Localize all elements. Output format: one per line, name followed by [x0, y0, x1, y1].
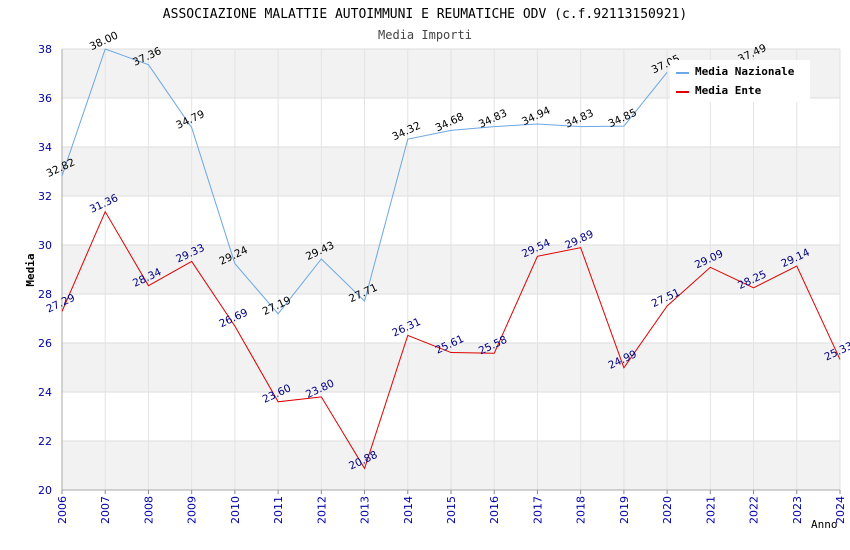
x-tick-label: 2019: [618, 496, 631, 524]
data-label-nazionale: 34.79: [174, 108, 206, 132]
y-tick-label: 20: [38, 484, 52, 497]
gridlines: [61, 48, 841, 491]
y-tick-labels: 20 22 24 26 28 30 32 34 36 38: [38, 43, 52, 497]
x-tick-label: 2007: [99, 496, 112, 524]
y-tick-label: 32: [38, 190, 52, 203]
x-tick-label: 2010: [229, 496, 242, 524]
series-line-nazionale: [61, 48, 668, 315]
y-tick-label: 30: [38, 239, 52, 252]
data-label-nazionale: 34.85: [606, 107, 638, 131]
y-tick-label: 34: [38, 141, 52, 154]
x-axis-label: Anno: [811, 518, 838, 531]
data-label-nazionale: 34.32: [390, 120, 422, 144]
y-tick-label: 38: [38, 43, 52, 56]
legend: Media Nazionale Media Ente: [670, 60, 810, 102]
data-label-nazionale: 34.83: [563, 107, 595, 131]
x-tick-label: 2011: [272, 496, 285, 524]
legend-background: [670, 60, 810, 102]
legend-label-ente: Media Ente: [695, 84, 762, 97]
x-tick-label: 2021: [704, 496, 717, 524]
x-tick-label: 2013: [359, 496, 372, 524]
x-tick-label: 2024: [834, 496, 847, 524]
x-tick-labels: 2006 2007 2008 2009 2010 2011 2012 2013 2014 2015…: [56, 496, 847, 524]
y-tick-label: 22: [38, 435, 52, 448]
series-line-ente: [61, 210, 841, 470]
data-label-ente: 26.31: [390, 316, 422, 340]
chart-title: ASSOCIAZIONE MALATTIE AUTOIMMUNI E REUMA…: [163, 7, 687, 22]
y-tick-label: 26: [38, 337, 52, 350]
chart-subtitle: Media Importi: [378, 28, 472, 42]
axes: [61, 49, 841, 494]
y-tick-label: 36: [38, 92, 52, 105]
x-tick-label: 2012: [315, 496, 328, 524]
legend-label-nazionale: Media Nazionale: [695, 65, 795, 78]
series-lines: [61, 48, 841, 470]
data-label-nazionale: 27.19: [261, 294, 293, 318]
x-tick-label: 2017: [531, 496, 544, 524]
data-label-ente: 26.69: [217, 307, 249, 331]
y-tick-label: 28: [38, 288, 52, 301]
y-tick-label: 24: [38, 386, 52, 399]
y-axis-label: Media: [24, 253, 37, 286]
x-tick-label: 2022: [748, 496, 761, 524]
x-tick-label: 2015: [445, 496, 458, 524]
x-tick-label: 2008: [142, 496, 155, 524]
x-tick-label: 2006: [56, 496, 69, 524]
x-tick-label: 2009: [186, 496, 199, 524]
x-tick-label: 2023: [791, 496, 804, 524]
x-tick-label: 2018: [575, 496, 588, 524]
x-tick-label: 2014: [402, 496, 415, 524]
x-tick-label: 2016: [488, 496, 501, 524]
x-tick-label: 2020: [661, 496, 674, 524]
